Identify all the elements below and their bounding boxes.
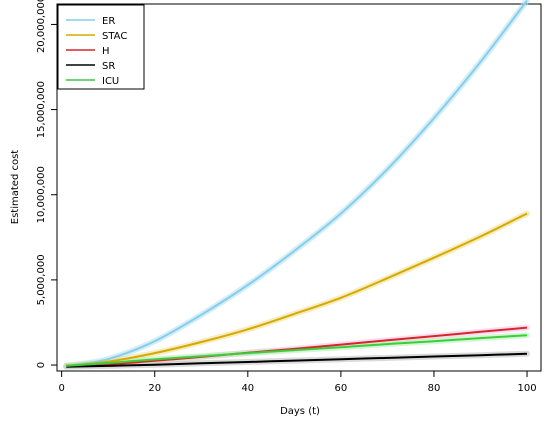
x-tick-label: 60 — [335, 383, 348, 394]
series-band-stac — [63, 210, 530, 369]
series-line-stac — [66, 212, 528, 367]
legend-label-sr: SR — [102, 61, 115, 72]
x-tick-label: 80 — [428, 383, 441, 394]
legend-label-h: H — [102, 46, 110, 57]
y-tick-label: 20,000,000 — [36, 0, 47, 53]
series-lines — [66, 0, 528, 368]
x-axis-title: Days (t) — [280, 406, 320, 417]
series-line-sr — [66, 352, 528, 368]
legend-label-stac: STAC — [102, 31, 127, 42]
x-tick-label: 0 — [58, 383, 64, 394]
legend-box — [57, 4, 145, 90]
y-tick-label: 15,000,000 — [36, 81, 47, 138]
series-line-icu — [66, 334, 528, 367]
y-tick-label: 5,000,000 — [36, 254, 47, 305]
y-axis-title: Estimated cost — [10, 150, 21, 225]
y-tick-label: 0 — [36, 362, 47, 368]
legend: ER STAC H SR ICU — [57, 4, 145, 90]
x-tick-label: 100 — [517, 383, 536, 394]
y-tick-label: 10,000,000 — [36, 166, 47, 223]
legend-label-icu: ICU — [102, 76, 119, 87]
x-tick-label: 40 — [241, 383, 254, 394]
series-line-h — [66, 326, 528, 367]
x-tick-label: 20 — [148, 383, 161, 394]
legend-label-er: ER — [102, 16, 115, 27]
plot-frame — [56, 3, 542, 372]
series-line-er — [66, 0, 528, 367]
y-axis: 0 5,000,000 10,000,000 15,000,000 20,000,000 — [36, 0, 57, 368]
x-axis: 0 20 40 60 80 100 — [58, 371, 537, 394]
